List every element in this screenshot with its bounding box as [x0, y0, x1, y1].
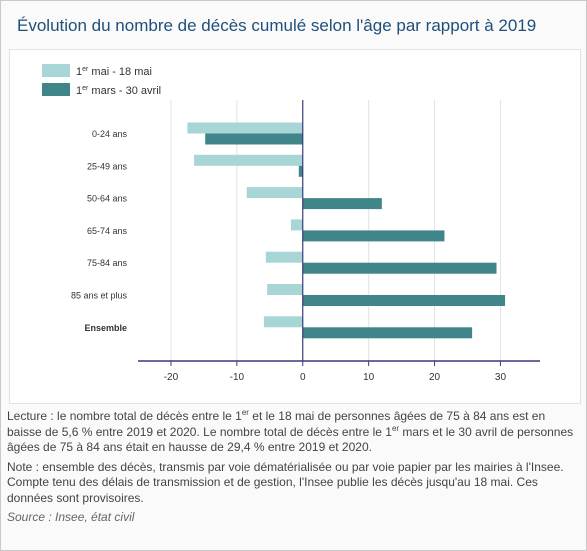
category-label: 85 ans et plus	[71, 291, 128, 301]
x-tick-label: 0	[300, 372, 306, 383]
category-label: 0-24 ans	[92, 129, 128, 139]
bar-dark	[302, 295, 506, 306]
reading-note-part-2: et le 18 mai de personnes âgées de 75 à …	[7, 409, 546, 439]
legend-label-rest: mai - 18 mai	[88, 66, 152, 78]
category-label: 75-84 ans	[87, 258, 128, 268]
reading-note-part-1: Lecture : le nombre total de décès entre…	[7, 409, 242, 423]
legend-label-base: 1	[76, 66, 82, 78]
notes-block: Lecture : le nombre total de décès entre…	[7, 409, 583, 526]
legend-swatch	[42, 64, 70, 77]
bar-dark	[302, 230, 445, 242]
chart-title: Évolution du nombre de décès cumulé selo…	[17, 16, 537, 35]
bar-dark	[205, 133, 303, 145]
bar-chart: 0-24 ans 25-49 ans 50-64 ans 65-74 ans 75-84…	[42, 64, 540, 383]
bar-light	[263, 316, 303, 328]
bar-light	[187, 122, 303, 134]
bar-light	[267, 284, 303, 295]
reading-note: Lecture : le nombre total de décès entre…	[7, 409, 583, 456]
bar-dark	[298, 165, 303, 177]
bar-light	[290, 219, 303, 231]
chart-panel: 0-24 ans 25-49 ans 50-64 ans 65-74 ans 75-84…	[9, 49, 581, 404]
methodology-note: Note : ensemble des décès, transmis par …	[7, 459, 564, 505]
legend-label-sup: er	[82, 85, 89, 92]
reading-note-sup-1: er	[241, 408, 249, 417]
bar-light	[246, 187, 303, 199]
bar-dark	[302, 262, 497, 274]
legend-swatch	[42, 83, 70, 96]
x-tick-label: 20	[429, 372, 441, 383]
x-tick-label: 10	[363, 372, 375, 383]
source-note: Source : Insee, état civil	[7, 510, 135, 524]
category-label: Ensemble	[84, 323, 127, 333]
legend-label-sup: er	[82, 66, 89, 73]
category-label: 65-74 ans	[87, 226, 128, 236]
category-label: 25-49 ans	[87, 161, 128, 171]
category-label: 50-64 ans	[87, 194, 128, 204]
legend-label-rest: mars - 30 avril	[88, 85, 161, 97]
legend-label: 1er mars - 30 avril	[76, 85, 161, 97]
reading-note-part-3: mars et le 30 avril de personnes âgées d…	[7, 424, 574, 455]
bar-light	[194, 154, 303, 166]
legend-label-base: 1	[76, 85, 82, 97]
x-tick-label: -20	[164, 372, 179, 383]
x-tick-label: -10	[230, 372, 245, 383]
bar-light	[265, 251, 303, 263]
legend-label: 1er mai - 18 mai	[76, 66, 152, 78]
reading-note-sup-2: er	[391, 423, 400, 433]
bar-dark	[302, 327, 473, 339]
bar-dark	[302, 198, 382, 210]
x-tick-label: 30	[495, 372, 507, 383]
